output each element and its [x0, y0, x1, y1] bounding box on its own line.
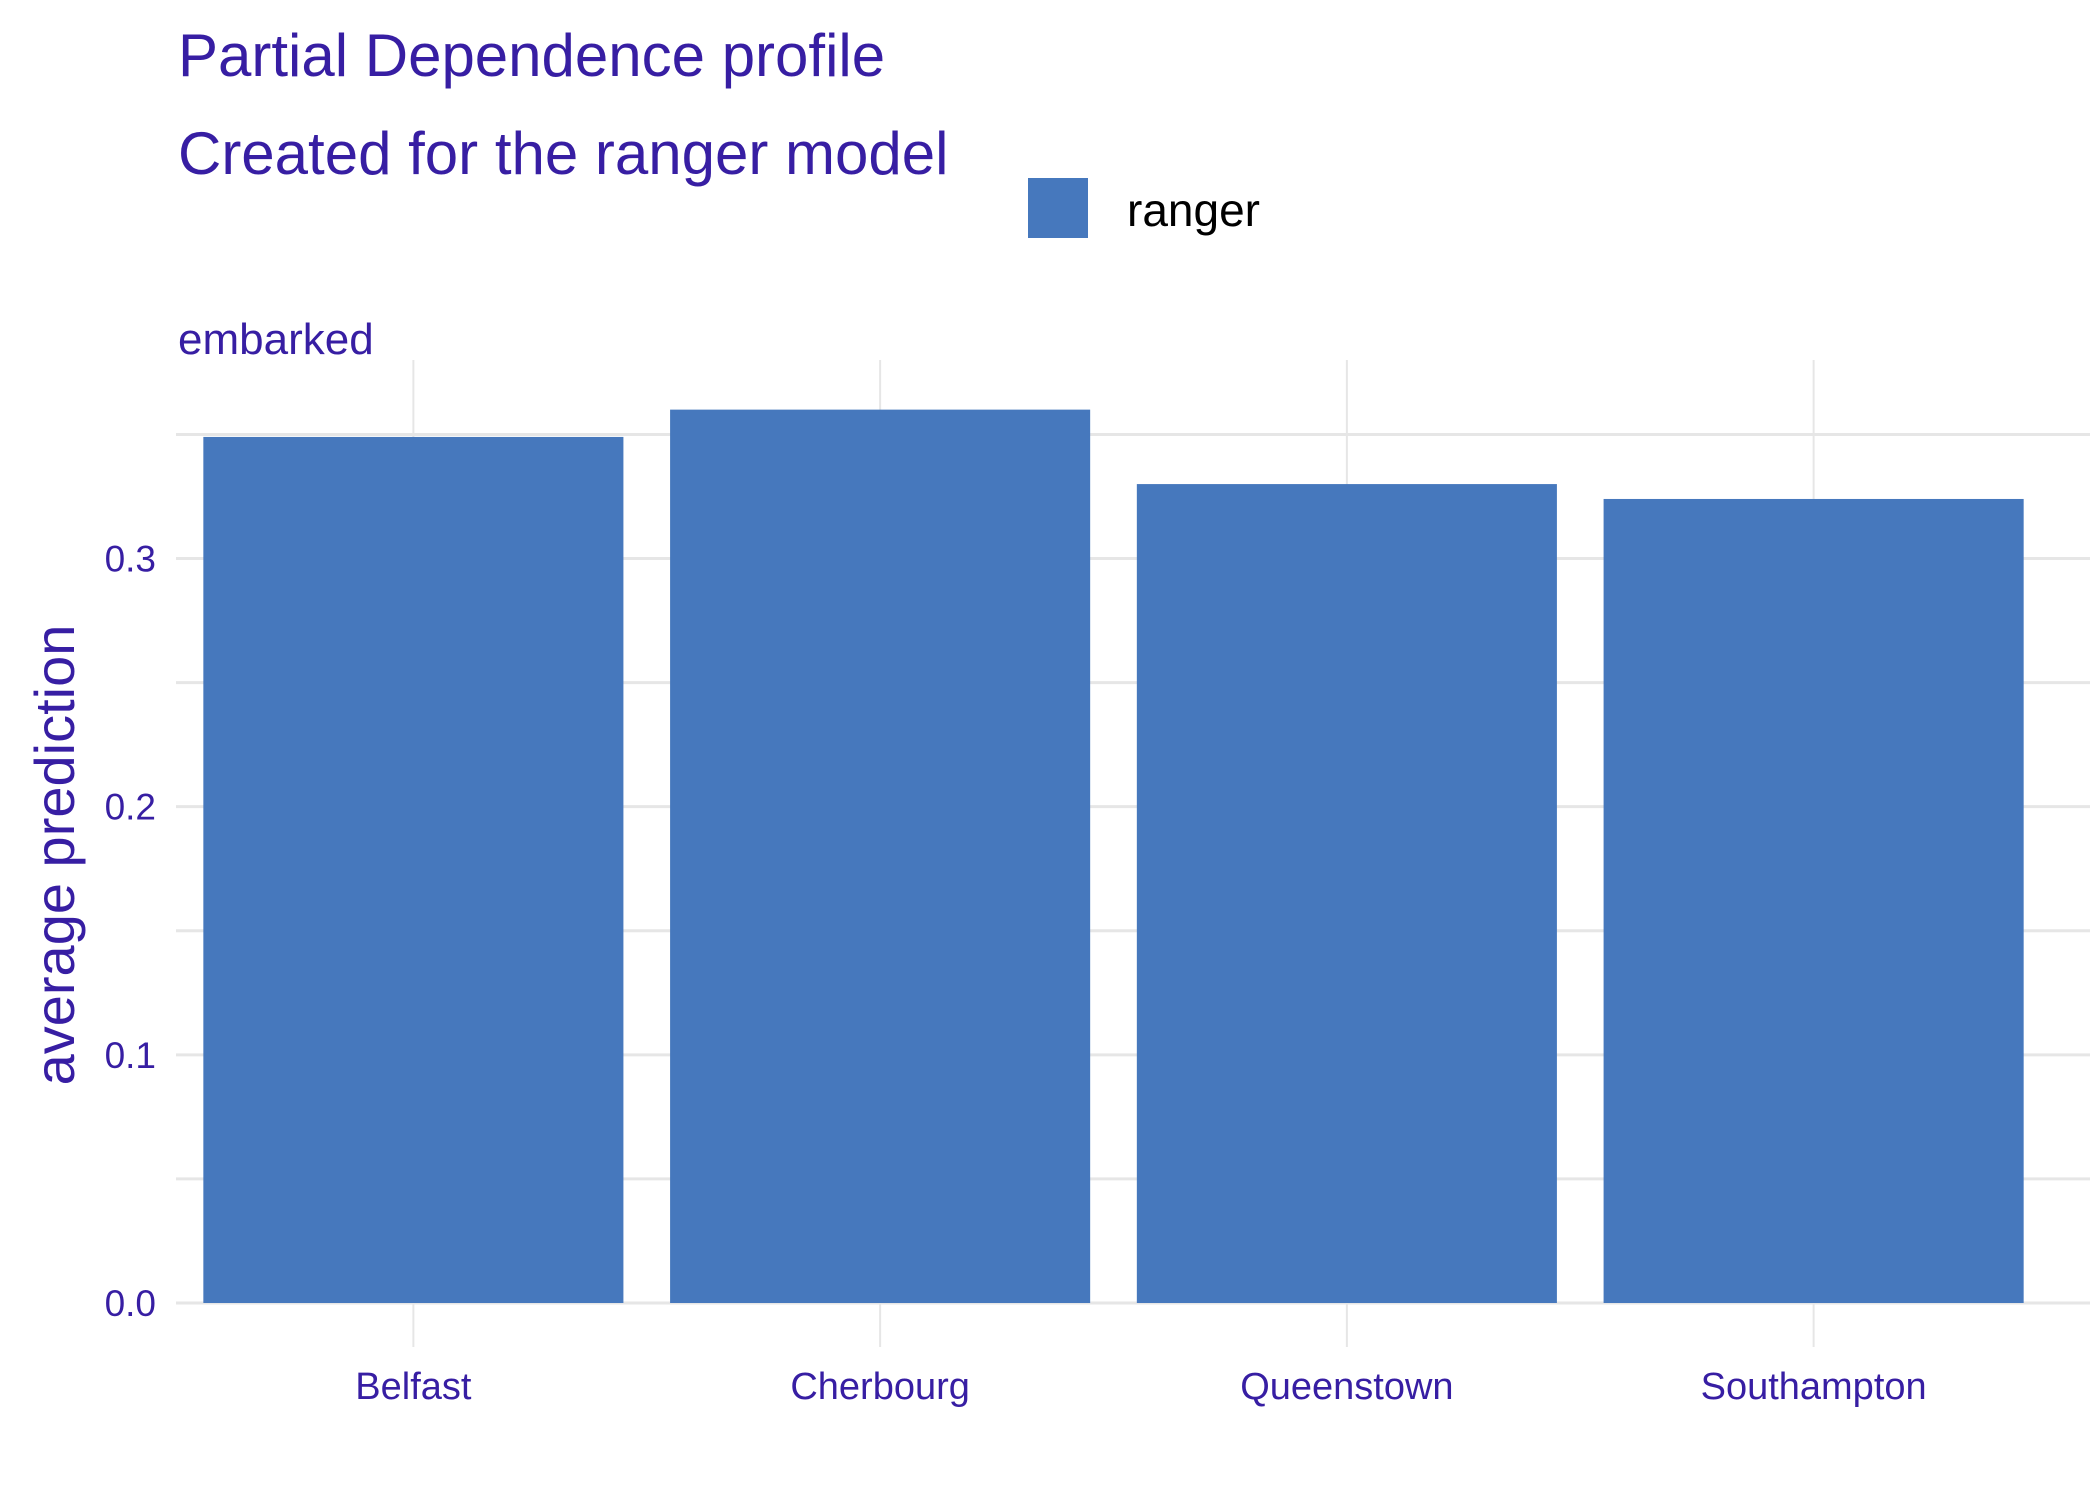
axes-layer: 0.0 0.1 0.2 0.3 Belfast Cherbourg Queenstown So… [105, 539, 1927, 1408]
legend: ranger [1028, 178, 1260, 238]
legend-label-ranger: ranger [1127, 184, 1260, 236]
legend-swatch-ranger [1028, 178, 1088, 238]
bar-queenstown [1136, 484, 1557, 1303]
bars-layer [203, 409, 2024, 1304]
x-tick-label: Belfast [355, 1366, 472, 1408]
bar-southampton [1603, 498, 2024, 1304]
y-tick-label: 0.2 [105, 787, 156, 828]
x-tick-label: Cherbourg [790, 1366, 970, 1408]
y-axis-label: average prediction [23, 625, 86, 1086]
bar-belfast [203, 436, 624, 1303]
y-tick-label: 0.3 [105, 539, 156, 580]
y-tick-label: 0.1 [105, 1035, 156, 1076]
x-tick-label: Queenstown [1240, 1366, 1453, 1408]
facet-label: embarked [178, 315, 374, 364]
x-tick-label: Southampton [1701, 1366, 1927, 1408]
chart-title: Partial Dependence profile [178, 22, 885, 89]
bar-cherbourg [670, 409, 1091, 1303]
y-tick-label: 0.0 [105, 1283, 156, 1324]
chart-subtitle: Created for the ranger model [178, 120, 948, 187]
